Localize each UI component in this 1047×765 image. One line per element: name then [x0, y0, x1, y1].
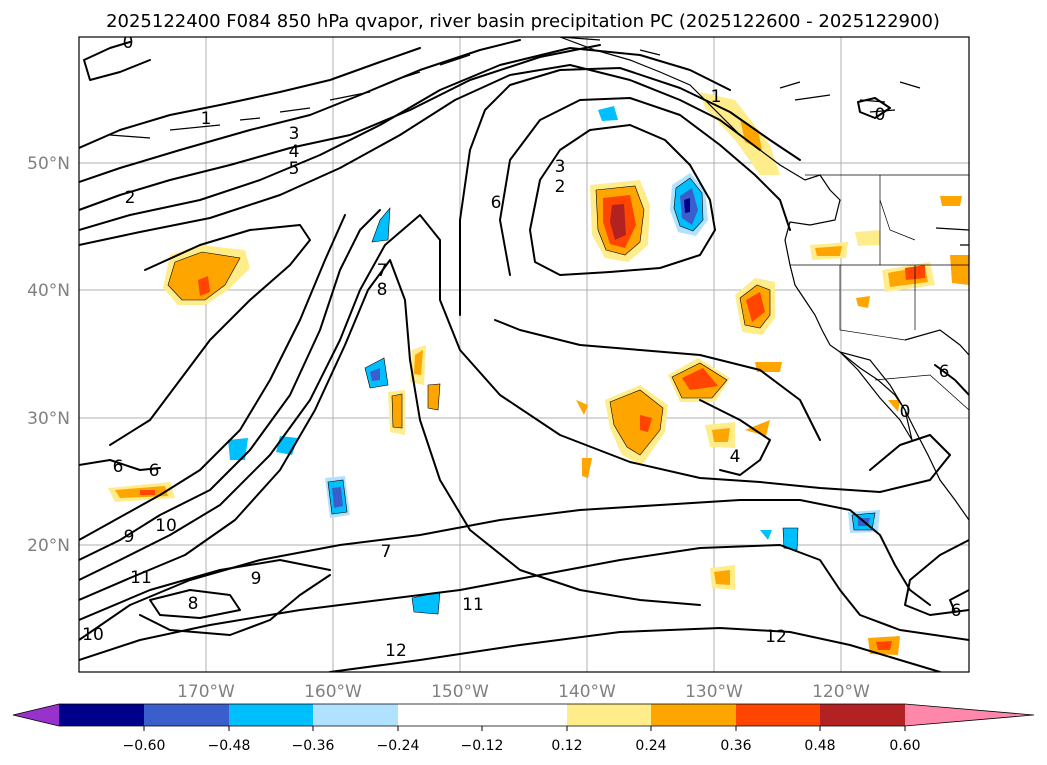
- contour-label: 12: [385, 641, 407, 661]
- colorbar-tick-label: −0.48: [208, 738, 251, 754]
- colorbar-segment: [736, 704, 820, 726]
- contour-label: 12: [765, 627, 787, 647]
- graticule: [79, 37, 969, 672]
- colorbar-segment: [651, 704, 736, 726]
- lon-label: 160°W: [304, 682, 362, 702]
- longitude-labels: 170°W 160°W 150°W 140°W 130°W 120°W: [177, 682, 870, 702]
- contour-label: 3: [555, 157, 566, 177]
- lat-label: 50°N: [27, 154, 70, 174]
- colorbar-segment: [482, 704, 567, 726]
- map-background: [79, 37, 969, 672]
- precip-anomaly-shading: [108, 92, 969, 655]
- contour-label: 11: [462, 595, 484, 615]
- colorbar: −0.60 −0.48 −0.36 −0.24 −0.12 0.12 0.24 …: [12, 703, 1035, 754]
- colorbar-tick-label: −0.12: [461, 738, 504, 754]
- colorbar-tick-label: 0.48: [804, 738, 835, 754]
- contour-label: 8: [188, 594, 199, 614]
- colorbar-tick-label: 0.60: [889, 738, 920, 754]
- lat-label: 40°N: [27, 281, 70, 301]
- map-frame: [78, 36, 970, 673]
- contour-label: 2: [125, 188, 136, 208]
- contour-label: 6: [149, 461, 160, 481]
- contour-label: 1: [711, 87, 722, 107]
- contour-label: 10: [82, 625, 104, 645]
- lon-label: 170°W: [177, 682, 235, 702]
- contour-label: 5: [289, 159, 300, 179]
- figure-title: 2025122400 F084 850 hPa qvapor, river ba…: [106, 11, 940, 32]
- contour-label: 7: [381, 542, 392, 562]
- political-borders: [790, 174, 969, 411]
- contour-label: 7: [377, 261, 388, 281]
- contour-label: 11: [130, 568, 152, 588]
- contour-label: 4: [289, 142, 300, 162]
- colorbar-segment: [229, 704, 313, 726]
- lon-label: 140°W: [558, 682, 616, 702]
- colorbar-segment: [313, 704, 398, 726]
- colorbar-tick-label: 0.36: [720, 738, 751, 754]
- colorbar-tick-label: 0.12: [551, 738, 582, 754]
- qvapor-contours: [79, 39, 969, 672]
- contour-label: 9: [124, 527, 135, 547]
- latitude-labels: 50°N 40°N 30°N 20°N: [27, 154, 70, 556]
- colorbar-segment: [398, 704, 482, 726]
- contour-label: 3: [289, 124, 300, 144]
- contour-label: 4: [730, 447, 741, 467]
- contour-label: 8: [377, 280, 388, 300]
- contour-label: 10: [155, 516, 177, 536]
- contour-label: 9: [251, 569, 262, 589]
- contour-label: 0: [900, 402, 911, 422]
- contour-label: 2: [555, 177, 566, 197]
- lat-label: 30°N: [27, 409, 70, 429]
- colorbar-tick-label: −0.60: [123, 738, 166, 754]
- colorbar-segment: [567, 704, 651, 726]
- contour-label-group: 0 1 2 3 4 5 6 7 8 9 10 11 12 0 1 2 3 4 6…: [82, 33, 962, 661]
- colorbar-extend-max: [905, 704, 1034, 726]
- colorbar-ticks: [143, 726, 906, 731]
- colorbar-tick-label: 0.24: [635, 738, 666, 754]
- contour-label: 6: [951, 601, 962, 621]
- colorbar-segment: [144, 704, 229, 726]
- lon-label: 130°W: [685, 682, 743, 702]
- colorbar-segment: [820, 704, 905, 726]
- colorbar-segment: [59, 704, 144, 726]
- colorbar-outline: [12, 703, 1035, 727]
- colorbar-extend-min: [13, 704, 59, 726]
- lon-label: 120°W: [812, 682, 870, 702]
- contour-label: 0: [123, 33, 134, 53]
- contour-label: 0: [875, 105, 886, 125]
- lon-label: 150°W: [431, 682, 489, 702]
- map-content: 0 1 2 3 4 5 6 7 8 9 10 11 12 0 1 2 3 4 6…: [79, 33, 969, 672]
- lat-label: 20°N: [27, 536, 70, 556]
- colorbar-tick-label: −0.24: [377, 738, 420, 754]
- contour-label: 6: [939, 362, 950, 382]
- contour-label: 6: [113, 457, 124, 477]
- colorbar-tick-label: −0.36: [292, 738, 335, 754]
- contour-label: 1: [201, 109, 212, 129]
- contour-label: 6: [491, 193, 502, 213]
